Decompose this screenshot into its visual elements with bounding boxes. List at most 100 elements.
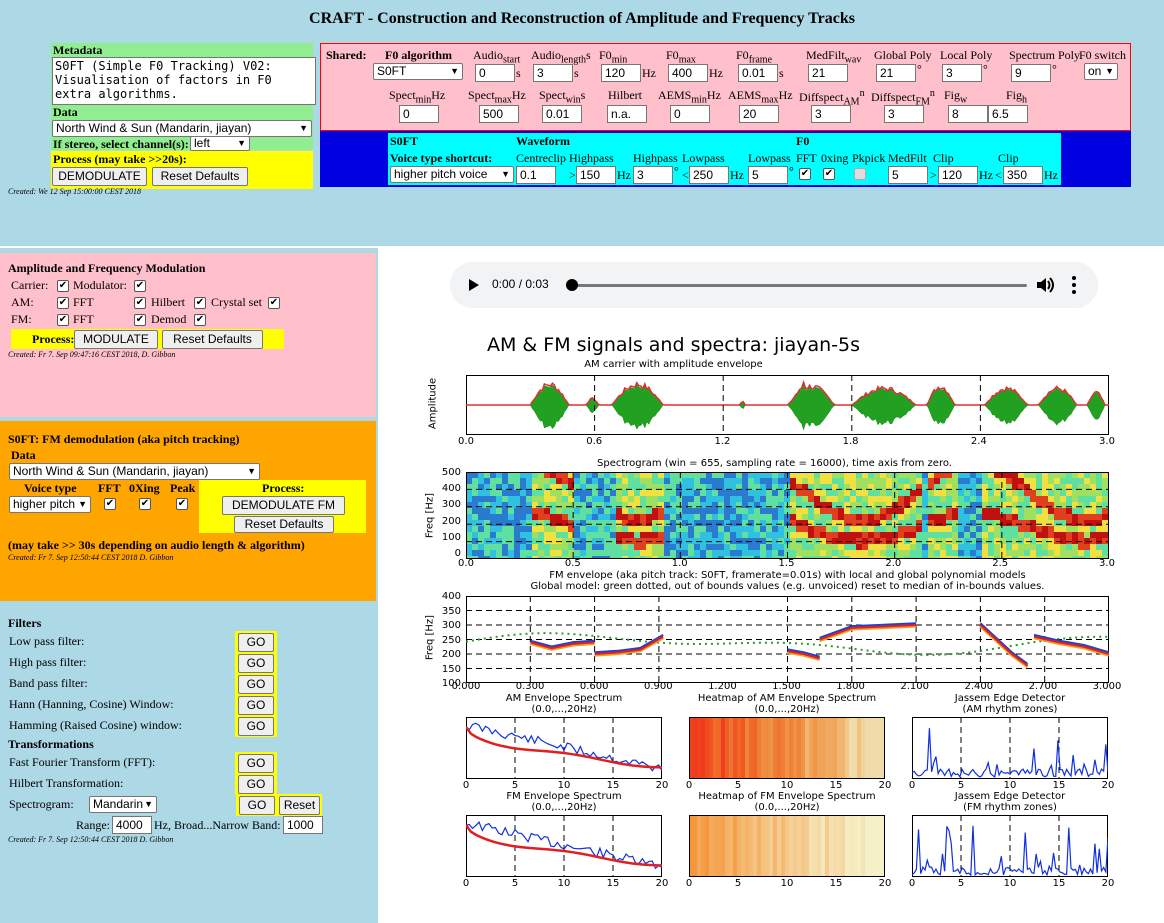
shared-param-input[interactable]: 21 <box>808 64 848 82</box>
band-input[interactable]: 1000 <box>283 816 323 834</box>
s0ft-peak-checkbox[interactable]: ✔ <box>176 498 188 510</box>
am-plot-title: AM carrier with amplitude envelope <box>584 359 763 370</box>
lowpass-order-input[interactable]: 5 <box>748 166 788 184</box>
f0-switch-select[interactable]: on <box>1084 63 1118 80</box>
range-input[interactable]: 4000 <box>112 816 152 834</box>
shared-param2-input[interactable]: 500 <box>479 105 519 123</box>
channel-select[interactable]: left <box>190 136 250 151</box>
centreclip-input[interactable]: 0.1 <box>516 166 556 184</box>
data-select[interactable]: North Wind & Sun (Mandarin, jiayan) <box>52 120 312 137</box>
f0-fft-checkbox[interactable]: ✔ <box>799 168 811 180</box>
tick-label: 3.0 <box>1099 436 1115 447</box>
filters-panel: Filters Low pass filter: GO High pass filt… <box>0 605 376 923</box>
clip-max-input[interactable]: 350 <box>1003 166 1043 184</box>
lt-sign: < <box>995 168 1002 182</box>
shared-param2-label: AEMSminHz <box>658 88 721 106</box>
shared-param2-input[interactable]: 0 <box>399 105 439 123</box>
s0ft-label: S0FT <box>390 134 419 148</box>
filter-go-button[interactable]: GO <box>238 675 274 694</box>
spectrogram-select[interactable]: Mandarin <box>89 796 157 813</box>
filter-go-button[interactable]: GO <box>238 717 274 736</box>
shared-param-input[interactable]: 3 <box>533 64 573 82</box>
fm-demod-checkbox[interactable]: ✔ <box>134 314 146 326</box>
seek-bar[interactable] <box>571 284 1027 287</box>
reset-defaults-button[interactable]: Reset Defaults <box>152 167 248 186</box>
medfilt-input[interactable]: 5 <box>888 166 928 184</box>
lt-sign: < <box>682 168 689 182</box>
f0-pkpick-checkbox[interactable] <box>854 168 866 180</box>
tick-label: 100 <box>441 678 461 689</box>
modulate-button[interactable]: MODULATE <box>74 330 158 349</box>
filter-go-button[interactable]: GO <box>238 633 274 652</box>
shared-param-input[interactable]: 400 <box>668 64 708 82</box>
crystal-label: Crystal set <box>211 295 262 309</box>
carrier-checkbox[interactable]: ✔ <box>57 280 69 292</box>
voice-shortcut-select[interactable]: higher pitch voice <box>390 166 514 183</box>
shared-param-input[interactable]: 0 <box>475 64 515 82</box>
tick-label: 1.5 <box>778 558 795 569</box>
tick-label: 15 <box>1052 780 1066 791</box>
s0ft-oxing-checkbox[interactable]: ✔ <box>139 498 151 510</box>
shared-param-input[interactable]: 120 <box>601 64 641 82</box>
voice-type-select[interactable]: higher pitch <box>9 496 91 513</box>
fm-fft-checkbox[interactable]: ✔ <box>57 314 69 326</box>
seek-thumb[interactable] <box>566 279 578 291</box>
hz-unit: Hz <box>730 168 744 182</box>
fm-demod2-checkbox[interactable]: ✔ <box>194 314 206 326</box>
f0-algorithm-select[interactable]: S0FT <box>373 63 463 80</box>
modulator-checkbox[interactable]: ✔ <box>134 280 146 292</box>
lowpass-label: Lowpass <box>682 151 725 165</box>
small-plot <box>466 815 662 877</box>
am-crystal-checkbox[interactable]: ✔ <box>194 297 206 309</box>
shared-param-input[interactable]: 3 <box>942 64 982 82</box>
s0ft-data-select[interactable]: North Wind & Sun (Mandarin, jiayan) <box>9 463 260 480</box>
s0ft-process-label: Process: <box>262 481 305 495</box>
f0-oxing-checkbox[interactable]: ✔ <box>823 168 835 180</box>
shared-param2-input[interactable]: 20 <box>739 105 779 123</box>
shared-param2-input[interactable]: 6.5 <box>988 105 1028 123</box>
metadata-textarea[interactable]: S0FT (Simple F0 Tracking) V02: Visualisa… <box>52 57 316 105</box>
lowpass-input[interactable]: 250 <box>689 166 729 184</box>
s0ft-reset-button[interactable]: Reset Defaults <box>234 516 334 533</box>
am-crystal2-checkbox[interactable]: ✔ <box>268 297 280 309</box>
shared-param-input[interactable]: 21 <box>876 64 916 82</box>
small-plot-subtitle: (0.0,...,20Hz) <box>754 802 820 813</box>
small-plot-title: Heatmap of AM Envelope Spectrum <box>697 693 877 704</box>
shared-param2-input[interactable]: 3 <box>884 105 924 123</box>
clip-min-input[interactable]: 120 <box>938 166 978 184</box>
shared-param2-input[interactable]: 0.01 <box>542 105 582 123</box>
shared-param2-input[interactable]: 0 <box>670 105 710 123</box>
spectrogram-go-button[interactable]: GO <box>239 796 275 815</box>
spectrogram-reset-button[interactable]: Reset <box>279 796 320 815</box>
volume-icon[interactable] <box>1035 276 1055 294</box>
s0ft-oxing-label: 0Xing <box>129 481 160 495</box>
shared-param-input[interactable]: 0.01 <box>738 64 778 82</box>
shared-param2-input[interactable]: 3 <box>811 105 851 123</box>
highpass-input[interactable]: 150 <box>576 166 616 184</box>
shared-param-input[interactable]: 9 <box>1011 64 1051 82</box>
medfilt-label: MedFilt <box>888 151 927 165</box>
shared-param2-label: Spectwins <box>539 88 586 106</box>
fft-label: FFT <box>796 151 817 165</box>
f0-algorithm-label: F0 algorithm <box>385 48 452 62</box>
s0ft-fft-checkbox[interactable]: ✔ <box>104 498 116 510</box>
filter-go-button[interactable]: GO <box>238 696 274 715</box>
highpass-order-input[interactable]: 3 <box>633 166 673 184</box>
amfm-reset-button[interactable]: Reset Defaults <box>162 330 263 349</box>
tick-label: 0 <box>462 780 470 791</box>
transform-go-button[interactable]: GO <box>238 754 274 773</box>
carrier-label: Carrier: <box>11 278 49 292</box>
transform-go-button[interactable]: GO <box>238 775 274 794</box>
play-icon[interactable] <box>469 279 479 291</box>
am-hilbert-checkbox[interactable]: ✔ <box>134 297 146 309</box>
audio-player[interactable]: 0:00 / 0:03 <box>450 262 1098 308</box>
demodulate-fm-button[interactable]: DEMODULATE FM <box>222 496 345 515</box>
amfm-title: Amplitude and Frequency Modulation <box>8 261 206 275</box>
degree-unit: ° <box>674 164 679 178</box>
am-fft-checkbox[interactable]: ✔ <box>57 297 69 309</box>
shared-param2-input[interactable]: 8 <box>948 105 988 123</box>
filter-go-button[interactable]: GO <box>238 654 274 673</box>
shared-param2-input[interactable]: n.a. <box>607 105 647 123</box>
demodulate-button[interactable]: DEMODULATE <box>52 167 147 186</box>
more-options-icon[interactable] <box>1072 276 1076 294</box>
